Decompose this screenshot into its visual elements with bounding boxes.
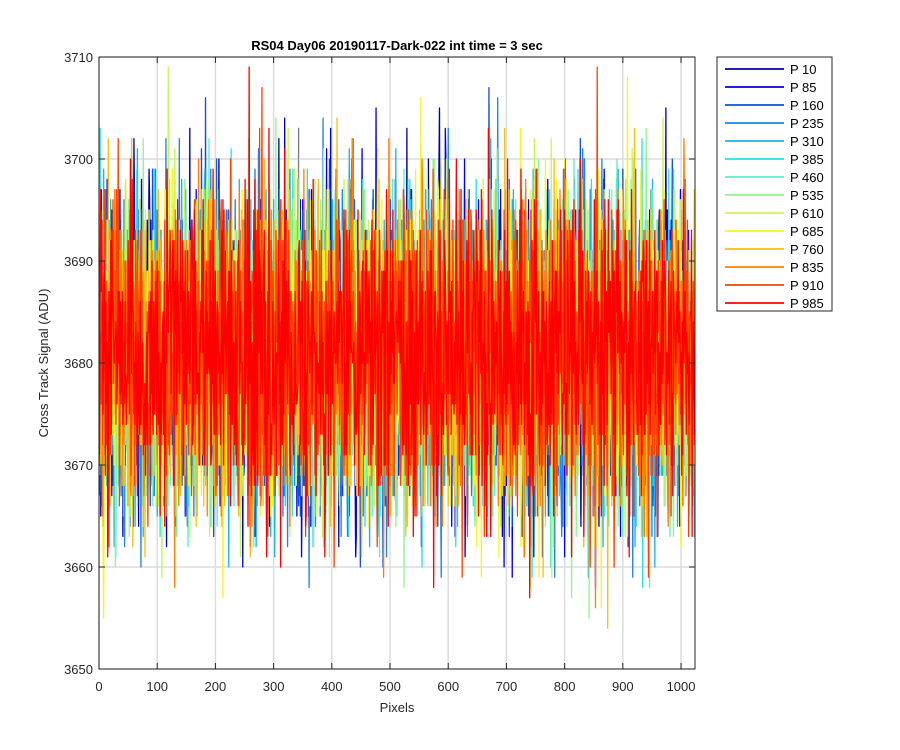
x-tick-label: 200 — [205, 679, 227, 694]
legend-label: P 10 — [790, 62, 817, 77]
legend-label: P 385 — [790, 152, 824, 167]
legend-label: P 760 — [790, 242, 824, 257]
series-line-p-835 — [99, 137, 695, 609]
legend-box — [716, 56, 833, 312]
series-line-p-910 — [99, 66, 695, 578]
x-tick-label: 800 — [554, 679, 576, 694]
legend-label: P 460 — [790, 170, 824, 185]
x-tick-label: 300 — [263, 679, 285, 694]
legend-label: P 535 — [790, 188, 824, 203]
chart-title: RS04 Day06 20190117-Dark-022 int time = … — [251, 38, 543, 53]
x-tick-label: 900 — [612, 679, 634, 694]
x-tick-label: 1000 — [667, 679, 696, 694]
legend-label: P 160 — [790, 98, 824, 113]
legend: P 10 P 85 P 160 P 235 P 310 P 385 P 460 P 535 P … — [716, 56, 833, 312]
y-tick-label: 3690 — [64, 254, 93, 269]
legend-label: P 685 — [790, 224, 824, 239]
legend-label: P 985 — [790, 296, 824, 311]
y-tick-label: 3700 — [64, 152, 93, 167]
x-axis-label: Pixels — [380, 700, 415, 715]
x-tick-label: 600 — [437, 679, 459, 694]
y-tick-label: 3660 — [64, 560, 93, 575]
x-tick-label: 0 — [95, 679, 102, 694]
x-tick-label: 100 — [146, 679, 168, 694]
series-lines — [99, 66, 695, 629]
y-axis-label: Cross Track Signal (ADU) — [36, 289, 51, 438]
x-tick-label: 400 — [321, 679, 343, 694]
y-tick-label: 3670 — [64, 458, 93, 473]
legend-label: P 835 — [790, 260, 824, 275]
axis-ticks — [98, 56, 695, 670]
legend-label: P 910 — [790, 278, 824, 293]
y-tick-label: 3680 — [64, 356, 93, 371]
x-tick-label: 500 — [379, 679, 401, 694]
legend-label: P 610 — [790, 206, 824, 221]
y-tick-label: 3650 — [64, 662, 93, 677]
legend-label: P 85 — [790, 80, 817, 95]
x-tick-label: 700 — [496, 679, 518, 694]
series-line-p-985 — [99, 66, 695, 599]
legend-label: P 235 — [790, 116, 824, 131]
tick-labels: 0 100 200 300 400 500 600 700 800 900 1000 3650 3660… — [64, 50, 695, 694]
y-tick-label: 3710 — [64, 50, 93, 65]
legend-label: P 310 — [790, 134, 824, 149]
